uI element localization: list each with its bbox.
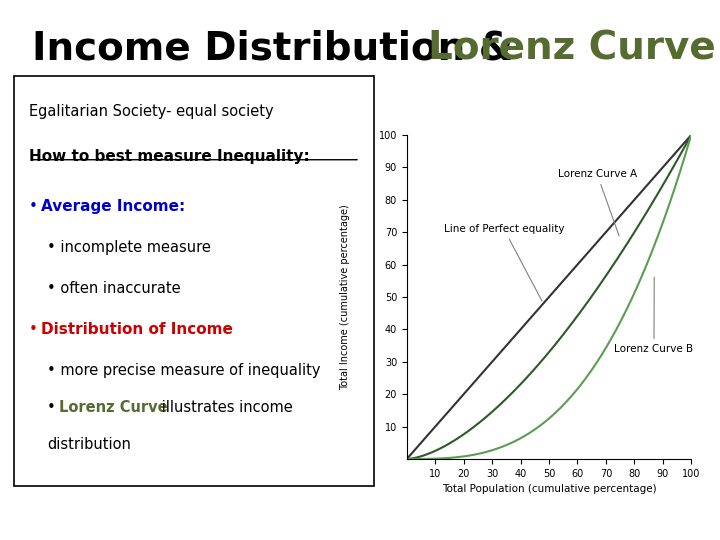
Text: Line of Perfect equality: Line of Perfect equality: [444, 224, 564, 301]
Text: • often inaccurate: • often inaccurate: [47, 281, 181, 296]
Text: Income Distribution &: Income Distribution &: [32, 30, 526, 68]
Text: distribution: distribution: [47, 437, 130, 452]
X-axis label: Total Population (cumulative percentage): Total Population (cumulative percentage): [441, 484, 657, 494]
Text: •: •: [29, 322, 42, 337]
Text: Lorenz Curve A: Lorenz Curve A: [557, 169, 636, 236]
Text: Lorenz Curve: Lorenz Curve: [60, 400, 168, 415]
Text: •: •: [29, 199, 42, 214]
Text: • more precise measure of inequality: • more precise measure of inequality: [47, 363, 320, 378]
Y-axis label: Total Income (cumulative percentage): Total Income (cumulative percentage): [340, 204, 350, 390]
Text: •: •: [47, 400, 60, 415]
Text: Distribution of Income: Distribution of Income: [42, 322, 233, 337]
Text: How to best measure Inequality:: How to best measure Inequality:: [29, 150, 310, 165]
Text: Egalitarian Society- equal society: Egalitarian Society- equal society: [29, 104, 274, 119]
Text: Lorenz Curve: Lorenz Curve: [428, 30, 716, 68]
Text: • incomplete measure: • incomplete measure: [47, 240, 211, 255]
Text: illustrates income: illustrates income: [157, 400, 292, 415]
Text: Lorenz Curve B: Lorenz Curve B: [614, 277, 693, 354]
Text: Average Income:: Average Income:: [42, 199, 186, 214]
